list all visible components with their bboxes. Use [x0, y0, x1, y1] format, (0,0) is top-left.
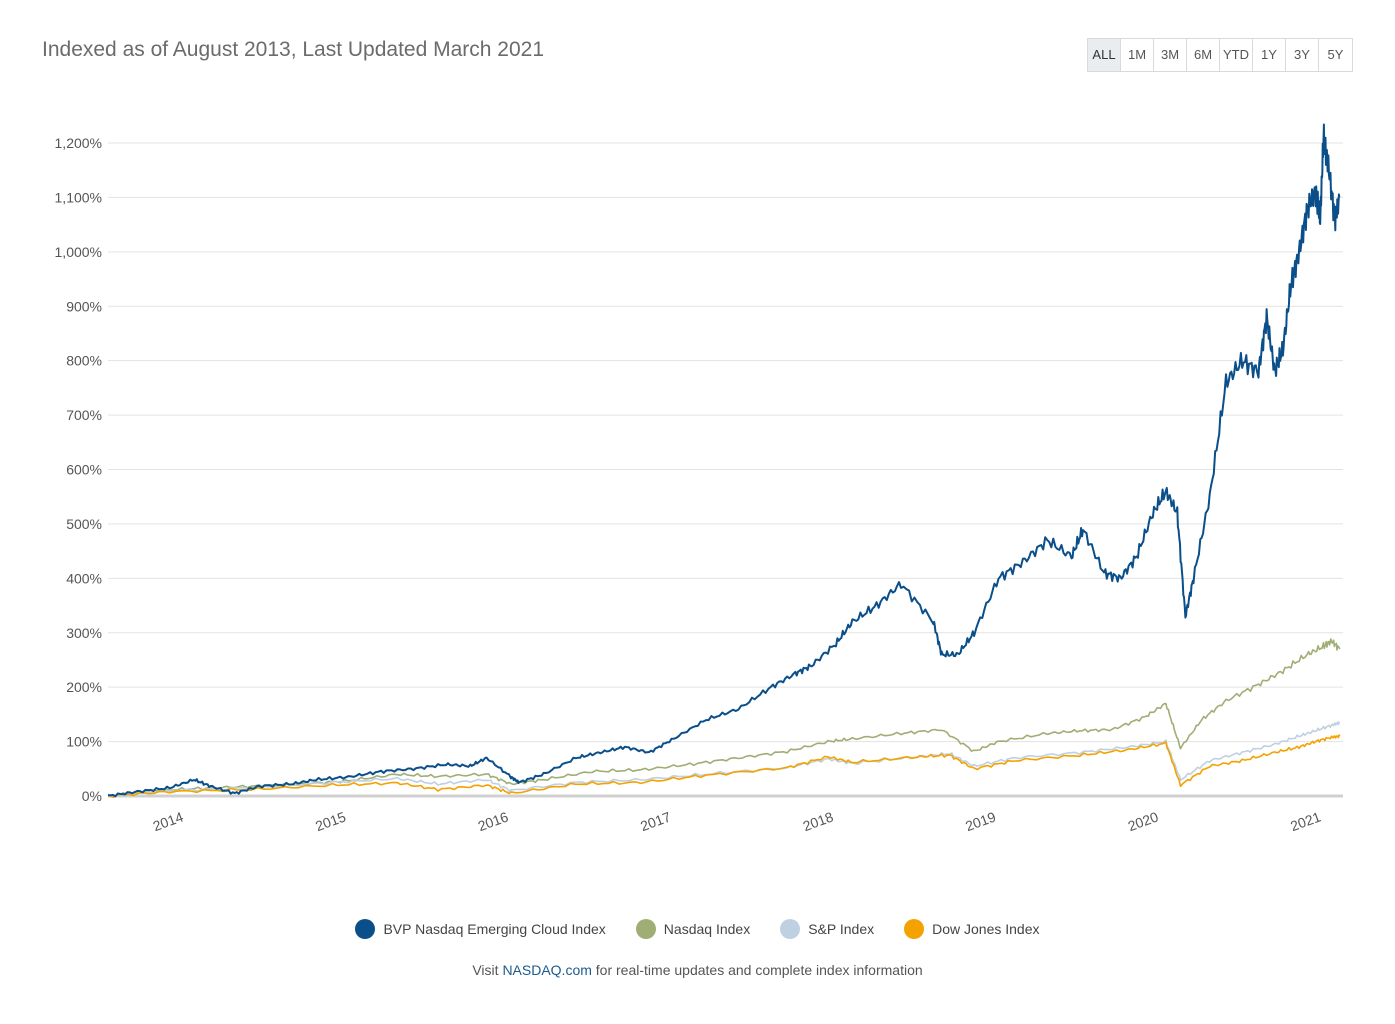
y-tick-label: 200%	[66, 679, 102, 695]
legend-label-dow: Dow Jones Index	[932, 921, 1040, 937]
range-ytd-button[interactable]: YTD	[1220, 39, 1253, 71]
range-1m-button[interactable]: 1M	[1121, 39, 1154, 71]
footer-prefix: Visit	[472, 962, 503, 978]
footer-note: Visit NASDAQ.com for real-time updates a…	[0, 962, 1395, 978]
range-5y-button[interactable]: 5Y	[1319, 39, 1352, 71]
legend-item-nasdaq[interactable]: Nasdaq Index	[635, 919, 751, 939]
x-tick-label: 2018	[801, 808, 836, 834]
y-tick-label: 600%	[66, 462, 102, 478]
y-tick-label: 900%	[66, 298, 102, 314]
x-tick-label: 2017	[638, 808, 673, 834]
range-3y-button[interactable]: 3Y	[1286, 39, 1319, 71]
y-tick-label: 300%	[66, 625, 102, 641]
legend-item-dow[interactable]: Dow Jones Index	[904, 919, 1040, 939]
legend-label-bvp: BVP Nasdaq Emerging Cloud Index	[383, 921, 606, 937]
y-tick-label: 700%	[66, 407, 102, 423]
series-line-nasdaq	[107, 638, 1341, 797]
x-tick-label: 2019	[963, 808, 998, 834]
legend-swatch-dow	[904, 919, 925, 939]
x-tick-label: 2015	[313, 808, 348, 834]
nasdaq-link[interactable]: NASDAQ.com	[502, 962, 592, 978]
range-3m-button[interactable]: 3M	[1154, 39, 1187, 71]
x-tick-label: 2021	[1288, 808, 1323, 834]
series-line-bvp	[108, 123, 1341, 798]
x-tick-label: 2020	[1126, 808, 1161, 834]
y-tick-label: 800%	[66, 353, 102, 369]
x-tick-label: 2016	[476, 808, 511, 834]
range-all-button[interactable]: ALL	[1088, 39, 1121, 71]
footer-suffix: for real-time updates and complete index…	[591, 962, 923, 978]
range-selector: ALL 1M 3M 6M YTD 1Y 3Y 5Y	[1087, 38, 1353, 72]
y-tick-label: 1,100%	[55, 189, 102, 205]
y-tick-label: 0%	[82, 788, 102, 804]
series-line-dow	[107, 734, 1341, 799]
chart-title: Indexed as of August 2013, Last Updated …	[42, 38, 545, 61]
legend-swatch-sp	[780, 919, 801, 939]
y-tick-label: 1,200%	[55, 135, 102, 151]
y-tick-label: 1,000%	[55, 244, 102, 260]
legend-item-sp[interactable]: S&P Index	[780, 919, 874, 939]
range-6m-button[interactable]: 6M	[1187, 39, 1220, 71]
range-1y-button[interactable]: 1Y	[1253, 39, 1286, 71]
y-tick-label: 400%	[66, 570, 102, 586]
legend-label-sp: S&P Index	[808, 921, 875, 937]
y-tick-label: 100%	[66, 734, 102, 750]
line-chart: 0% 100% 200% 300% 400% 500% 600% 700% 800% 900% 1,…	[55, 123, 1343, 834]
legend-swatch-nasdaq	[635, 919, 656, 939]
y-tick-label: 500%	[66, 516, 102, 532]
legend-swatch-bvp	[355, 919, 376, 939]
legend-item-bvp[interactable]: BVP Nasdaq Emerging Cloud Index	[355, 919, 606, 939]
legend: BVP Nasdaq Emerging Cloud Index Nasdaq I…	[0, 919, 1395, 939]
x-tick-label: 2014	[151, 808, 186, 834]
legend-label-nasdaq: Nasdaq Index	[663, 921, 751, 937]
